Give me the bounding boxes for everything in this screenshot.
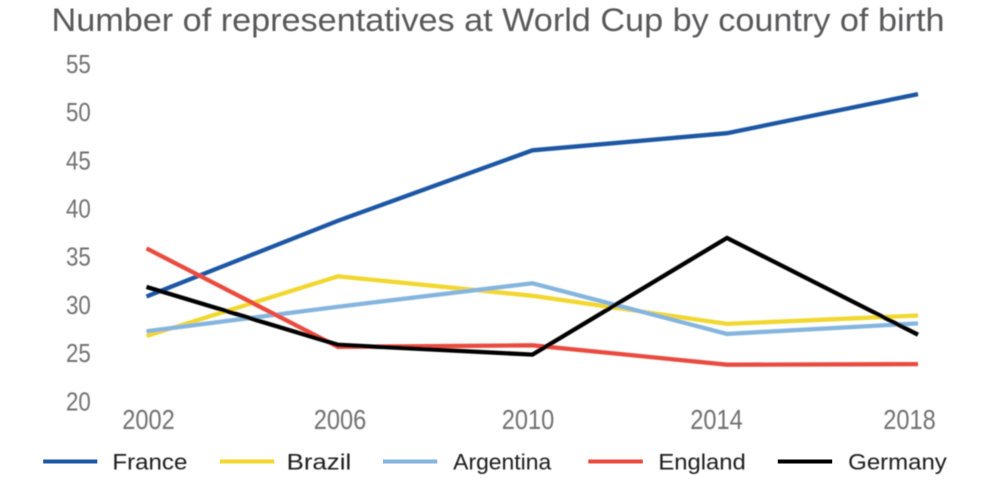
svg-text:Argentina: Argentina — [453, 449, 552, 474]
svg-text:Number of representatives at W: Number of representatives at World Cup b… — [52, 2, 945, 38]
svg-text:45: 45 — [66, 147, 91, 175]
svg-text:France: France — [112, 449, 187, 474]
svg-text:England: England — [658, 449, 745, 474]
svg-text:Germany: Germany — [848, 449, 947, 474]
svg-text:2006: 2006 — [314, 404, 367, 435]
svg-text:40: 40 — [66, 196, 91, 224]
svg-text:Brazil: Brazil — [287, 449, 352, 474]
svg-text:2010: 2010 — [502, 404, 555, 435]
svg-text:2018: 2018 — [883, 404, 936, 435]
svg-text:2002: 2002 — [122, 404, 175, 435]
svg-text:25: 25 — [66, 340, 91, 368]
svg-text:55: 55 — [66, 51, 91, 79]
svg-text:30: 30 — [66, 292, 91, 320]
svg-text:20: 20 — [66, 388, 91, 416]
svg-text:35: 35 — [66, 244, 91, 272]
svg-text:50: 50 — [66, 99, 91, 127]
svg-text:2014: 2014 — [690, 404, 743, 435]
